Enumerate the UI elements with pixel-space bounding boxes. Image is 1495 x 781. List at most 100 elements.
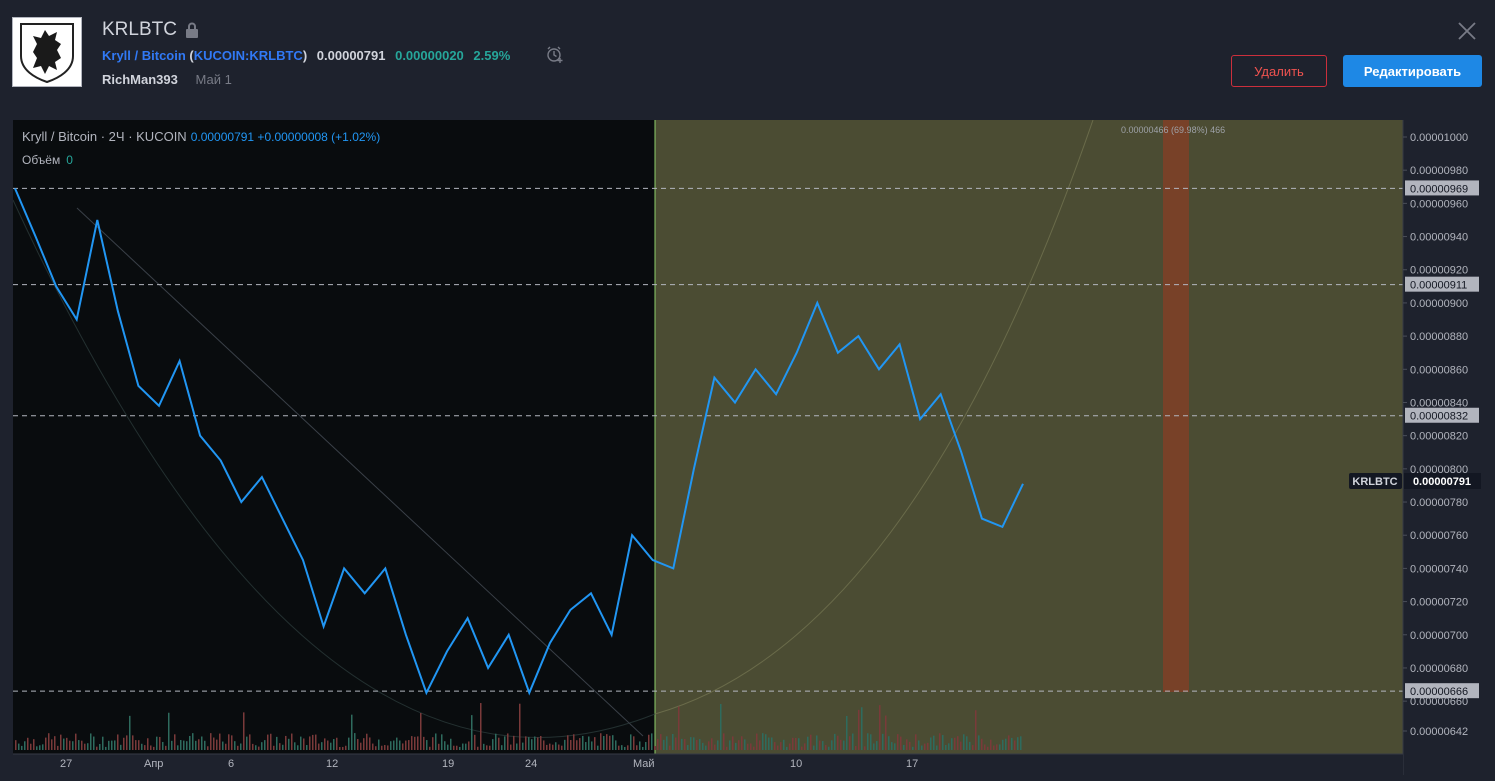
volume-bar (627, 745, 629, 750)
lock-icon (186, 22, 198, 38)
volume-bar (954, 737, 956, 750)
price-level-badge (1405, 276, 1479, 292)
volume-bar (990, 739, 992, 750)
volume-bar (183, 740, 185, 750)
volume-bar (339, 746, 341, 750)
volume-bar (660, 734, 662, 750)
volume-bar (753, 746, 755, 750)
volume-bar (102, 736, 104, 750)
volume-bar (924, 743, 926, 750)
volume-bar (534, 736, 536, 750)
author-name[interactable]: RichMan393 (102, 72, 178, 87)
volume-bar (846, 715, 848, 750)
volume-bar (606, 734, 608, 750)
volume-bar (837, 735, 839, 750)
price-tick-label: 0.00000680 (1410, 663, 1468, 675)
volume-bar (861, 707, 863, 750)
volume-bar (84, 743, 86, 750)
volume-bar (87, 743, 89, 750)
volume-bar (456, 745, 458, 750)
volume-bar (246, 736, 248, 750)
volume-bar (981, 738, 983, 750)
time-tick-label: Май (633, 758, 655, 770)
volume-bar (390, 741, 392, 750)
price-chart[interactable]: 0.00000466 (69.98%) 466 0.000010000.0000… (13, 120, 1482, 775)
volume-bar (558, 744, 560, 750)
price-level-badge (1405, 180, 1479, 196)
volume-bar (369, 737, 371, 750)
volume-bar (117, 734, 119, 750)
volume-bar (849, 736, 851, 750)
volume-bar (915, 734, 917, 750)
price-axis[interactable] (1403, 120, 1482, 775)
volume-bar (828, 746, 830, 750)
volume-bar (636, 745, 638, 750)
volume-bar (687, 745, 689, 750)
volume-bar (162, 741, 164, 750)
volume-bar (678, 706, 680, 750)
chart-legend[interactable]: Kryll / Bitcoin · 2Ч · KUCOIN 0.00000791 … (22, 129, 380, 144)
volume-bar (762, 733, 764, 750)
volume-bar (216, 739, 218, 750)
volume-bar (312, 734, 314, 750)
volume-bar (165, 745, 167, 750)
idea-title: KRLBTC (102, 19, 177, 40)
price-tick-label: 0.00000940 (1410, 232, 1468, 244)
time-tick-label: 19 (442, 758, 454, 770)
time-tick-label: Апр (144, 758, 163, 770)
volume-bar (327, 740, 329, 750)
volume-bar (945, 744, 947, 750)
volume-bar (225, 743, 227, 750)
volume-bar (930, 737, 932, 750)
volume-bar (510, 744, 512, 750)
volume-bar (864, 746, 866, 750)
time-axis[interactable] (13, 754, 1403, 775)
author-avatar[interactable] (12, 17, 82, 87)
volume-bar (120, 744, 122, 750)
exchange-symbol-link[interactable]: KUCOIN:KRLBTC (193, 48, 303, 63)
volume-bar (180, 740, 182, 750)
volume-bar (663, 739, 665, 750)
volume-bar (993, 745, 995, 750)
volume-bar (780, 742, 782, 750)
time-tick-label: 10 (790, 758, 802, 770)
price-change-percent: 2.59% (473, 48, 511, 63)
volume-bar (909, 741, 911, 750)
price-level-label: 0.00000832 (1410, 411, 1468, 423)
volume-bar (771, 737, 773, 750)
volume-bar (540, 735, 542, 750)
volume-bar (471, 715, 473, 750)
volume-bar (132, 735, 134, 750)
volume-bar (774, 742, 776, 750)
volume-legend[interactable]: Объём 0 (22, 153, 73, 167)
volume-bar (642, 746, 644, 750)
volume-bar (933, 735, 935, 750)
volume-bar (123, 737, 125, 750)
volume-label: Объём (22, 153, 61, 167)
volume-bar (768, 737, 770, 750)
delete-button[interactable]: Удалить (1231, 55, 1327, 87)
volume-bar (192, 733, 194, 750)
volume-bar (189, 735, 191, 750)
volume-bar (777, 745, 779, 750)
volume-bar (324, 738, 326, 750)
volume-bar (786, 746, 788, 750)
price-level-label: 0.00000969 (1410, 183, 1468, 195)
volume-bar (255, 745, 257, 750)
volume-bar (381, 745, 383, 750)
volume-bar (126, 735, 128, 750)
volume-bar (684, 739, 686, 750)
volume-bar (882, 733, 884, 750)
pair-name-link[interactable]: Kryll / Bitcoin (102, 48, 186, 63)
volume-bar (744, 739, 746, 750)
volume-bar (813, 745, 815, 750)
volume-bar (576, 740, 578, 750)
edit-button[interactable]: Редактировать (1343, 55, 1482, 87)
volume-bar (675, 737, 677, 750)
volume-bar (264, 740, 266, 750)
price-tick-label: 0.00000780 (1410, 497, 1468, 509)
volume-bar (726, 746, 728, 750)
close-icon[interactable] (1456, 20, 1478, 42)
volume-bar (519, 703, 521, 750)
alarm-clock-icon[interactable] (546, 46, 564, 64)
